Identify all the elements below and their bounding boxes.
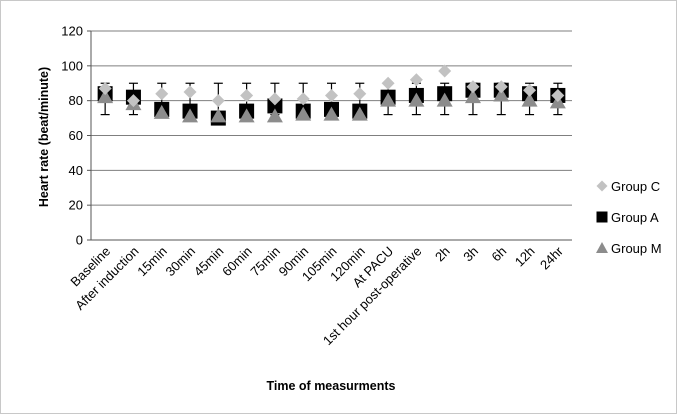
data-markers [97,64,566,126]
x-tick-label: 6h [489,244,510,265]
data-point [436,92,453,107]
y-tick-label: 120 [61,24,83,39]
x-tick-label: 15min [134,244,170,280]
x-tick-label: 12h [512,244,538,270]
x-tick-label: 30min [162,244,198,280]
data-point [409,73,423,87]
x-tick-label: 24hr [537,243,566,272]
data-point [183,85,197,99]
data-point [551,88,565,102]
x-tick-label: 60min [219,244,255,280]
data-point [381,76,395,90]
data-point [98,81,112,95]
data-point [211,94,225,108]
y-tick-label: 0 [76,233,83,248]
data-point [521,92,538,107]
data-point [408,92,425,107]
legend: Group C Group A Group M [596,179,662,256]
legend-item: Group M [596,241,662,256]
data-point [267,98,283,114]
y-tick-label: 60 [69,128,83,143]
series-group-c [98,64,565,108]
x-tick-label: 75min [247,244,283,280]
legend-item: Group C [596,179,660,194]
data-point [325,88,338,102]
data-point [240,88,254,102]
y-tick-labels: 0 20 40 60 80 100 120 [61,24,83,248]
y-tick-label: 80 [69,93,83,108]
data-point [466,80,480,94]
x-axis-title: Time of measurments [267,379,396,393]
x-tick-label: 2h [432,244,453,265]
data-point [126,94,140,108]
data-point [210,108,227,123]
data-point [155,87,169,101]
legend-label: Group A [611,210,659,225]
series-group-m [97,87,566,123]
legend-marker [596,242,608,253]
x-tick-label: 45min [191,244,227,280]
data-point [438,64,452,78]
data-point [153,104,170,119]
data-point [295,106,312,121]
axes [87,30,572,241]
legend-marker [596,211,608,223]
data-point [182,108,199,123]
y-tick-label: 20 [69,198,83,213]
gridlines [91,30,572,206]
data-point [268,92,282,106]
legend-label: Group M [611,241,662,256]
data-point [494,80,508,94]
data-point [323,106,340,121]
legend-item: Group A [596,210,659,225]
x-tick-label: 3h [460,244,481,265]
data-point [353,87,367,101]
data-point [266,108,283,123]
y-axis-title: Heart rate (beat/minute) [37,67,51,207]
data-point [380,92,397,107]
data-point [351,106,368,121]
y-tick-label: 40 [69,163,83,178]
legend-label: Group C [611,179,660,194]
data-point [238,108,255,123]
data-point [97,89,114,104]
y-tick-label: 100 [61,58,83,73]
data-point [464,89,481,104]
data-point [523,83,537,97]
legend-marker [596,180,608,192]
data-point [296,92,310,106]
data-point [493,87,510,102]
